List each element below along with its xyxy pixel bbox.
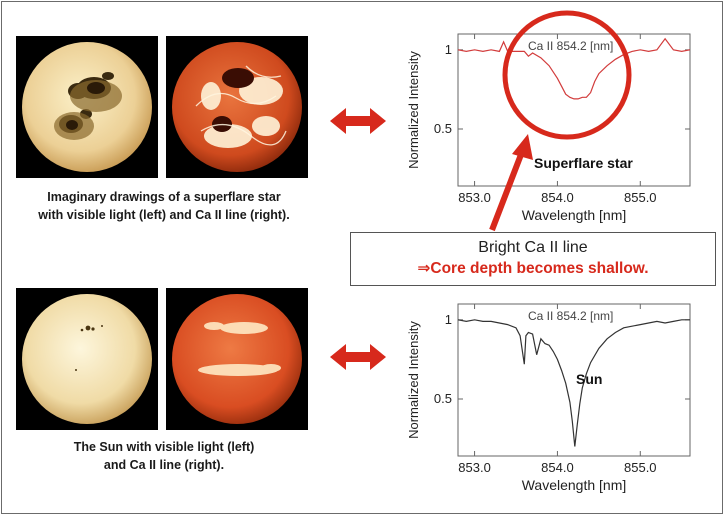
sun-caption-line1: The Sun with visible light (left)	[73, 440, 255, 454]
sun-spectrum-plot: 853.0 854.0 855.0 0.5 1 Ca II 854.2 [nm] Sun…	[406, 303, 691, 493]
sun-caii-image	[166, 288, 308, 430]
y-tick-label: 0.5	[434, 391, 452, 406]
sun-visible-image	[16, 288, 158, 430]
sun-caption-line2: and Ca II line (right).	[103, 458, 225, 472]
superflare-caption-line1: Imaginary drawings of a superflare star	[47, 190, 281, 204]
double-arrow-icon	[330, 108, 386, 134]
y-axis-label: Normalized Intensity	[406, 321, 421, 439]
x-tick-label: 853.0	[458, 460, 491, 475]
x-axis-label: Wavelength [nm]	[522, 207, 627, 223]
superflare-star-label: Superflare star	[534, 155, 633, 171]
x-axis-label: Wavelength [nm]	[522, 477, 627, 493]
y-tick-label: 1	[445, 42, 452, 57]
superflare-caii-image	[166, 36, 308, 178]
double-arrow-icon	[330, 344, 386, 370]
y-axis-label: Normalized Intensity	[406, 51, 421, 169]
sun-spectrum-line	[457, 319, 690, 447]
y-tick-label: 0.5	[434, 121, 452, 136]
x-tick-label: 854.0	[541, 460, 574, 475]
callout-box: Bright Ca II line ⇒Core depth becomes sh…	[350, 232, 716, 286]
superflare-caption: Imaginary drawings of a superflare star …	[12, 188, 316, 224]
callout-line2: ⇒Core depth becomes shallow.	[417, 260, 649, 277]
superflare-spectrum-plot: 853.0 854.0 855.0 0.5 1 Ca II 854.2 [nm] Sup…	[406, 33, 691, 223]
callout-line1: Bright Ca II line	[478, 239, 588, 256]
sun-label: Sun	[576, 371, 602, 387]
sun-caption: The Sun with visible light (left) and Ca…	[12, 438, 316, 474]
x-tick-label: 855.0	[624, 190, 657, 205]
x-tick-label: 854.0	[541, 190, 574, 205]
x-tick-label: 853.0	[458, 190, 491, 205]
plot-frame	[457, 303, 691, 457]
superflare-visible-image	[16, 36, 158, 178]
line-annotation: Ca II 854.2 [nm]	[528, 309, 613, 323]
x-tick-label: 855.0	[624, 460, 657, 475]
superflare-caption-line2: with visible light (left) and Ca II line…	[38, 208, 290, 222]
line-annotation: Ca II 854.2 [nm]	[528, 39, 613, 53]
y-tick-label: 1	[445, 312, 452, 327]
